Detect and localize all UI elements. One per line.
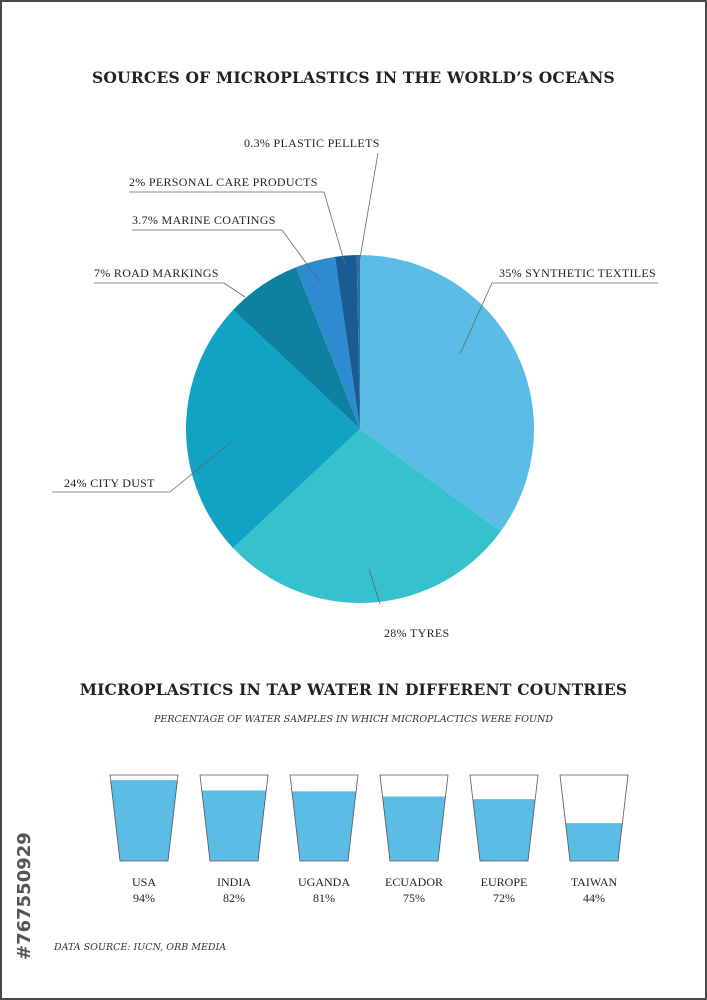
pie-leader-line [358, 152, 379, 265]
glass-country-label: UGANDA [298, 875, 350, 889]
watermark-id-text: #767550929 [14, 832, 35, 960]
pie-slice-label: 0.3% PLASTIC PELLETS [244, 136, 380, 150]
glass-item: ECUADOR 75% [369, 762, 459, 906]
glass-icon [199, 774, 269, 862]
pie-slice [185, 309, 360, 549]
pie-leader-line [129, 191, 346, 265]
glass-country-label: ECUADOR [384, 875, 443, 889]
glass-country-label: TAIWAN [570, 875, 618, 889]
glass-item: TAIWAN 44% [549, 762, 639, 906]
glass-water-fill [382, 796, 446, 861]
glass-item: USA 94% [99, 762, 189, 906]
glass-chart-subtitle: PERCENTAGE OF WATER SAMPLES IN WHICH MIC… [154, 714, 553, 725]
pie-slice [295, 256, 360, 429]
pie-slice-label: 35% SYNTHETIC TEXTILES [499, 266, 656, 280]
glass-outline [469, 774, 539, 862]
pie-slice [233, 267, 360, 429]
glass-outline [199, 774, 269, 862]
pie-slice-label: 3.7% MARINE COATINGS [132, 213, 276, 227]
glass-water-fill [201, 790, 267, 861]
pie-chart: 35% SYNTHETIC TEXTILES 28% TYRES 24% CITY … [52, 136, 658, 640]
glass-water-fill [110, 780, 178, 861]
glass-percent-label: 72% [493, 891, 515, 905]
glass-icon [109, 774, 179, 862]
glass-icon [289, 774, 359, 862]
glass-item: EUROPE 72% [459, 762, 549, 906]
glass-country-label: INDIA [217, 875, 251, 889]
pie-leader-line [52, 441, 232, 493]
pie-slice-label: 7% ROAD MARKINGS [94, 266, 219, 280]
glass-chart: USA 94% INDIA 82% UGANDA 81% ECUADOR 75% EUROPE 7… [2, 762, 705, 922]
glass-water-fill [565, 823, 623, 861]
pie-chart-title: SOURCES OF MICROPLASTICS IN THE WORLD’S … [92, 68, 615, 87]
glass-outline [379, 774, 449, 862]
glass-percent-label: 81% [313, 891, 335, 905]
glass-item: UGANDA 81% [279, 762, 369, 906]
pie-leader-line [368, 568, 381, 605]
pie-slice [356, 255, 360, 429]
watermark-id: #767550929 [8, 762, 38, 962]
glass-country-label: EUROPE [480, 875, 528, 889]
glass-outline [289, 774, 359, 862]
data-source-note: DATA SOURCE: IUCN, ORB MEDIA [54, 942, 227, 953]
glass-icon [559, 774, 629, 862]
glass-item: INDIA 82% [189, 762, 279, 906]
pie-leader-line [94, 282, 246, 298]
pie-leader-line [132, 229, 321, 283]
glass-percent-label: 75% [403, 891, 425, 905]
glass-outline [109, 774, 179, 862]
pie-slice [334, 255, 360, 429]
glass-outline [559, 774, 629, 862]
pie-slice [360, 255, 534, 532]
glass-icon [469, 774, 539, 862]
pie-slice-label: 2% PERSONAL CARE PRODUCTS [129, 175, 318, 189]
pie-leader-line [459, 282, 658, 355]
pie-slice [233, 429, 501, 603]
glass-percent-label: 94% [133, 891, 155, 905]
pie-slice-label: 24% CITY DUST [64, 476, 155, 490]
glass-water-fill [472, 799, 536, 861]
glass-icon [379, 774, 449, 862]
glass-percent-label: 44% [583, 891, 605, 905]
glass-country-label: USA [131, 875, 156, 889]
glass-water-fill [291, 791, 357, 861]
glass-chart-title: MICROPLASTICS IN TAP WATER IN DIFFERENT … [79, 680, 628, 699]
glass-percent-label: 82% [223, 891, 245, 905]
pie-slice-label: 28% TYRES [384, 626, 449, 640]
